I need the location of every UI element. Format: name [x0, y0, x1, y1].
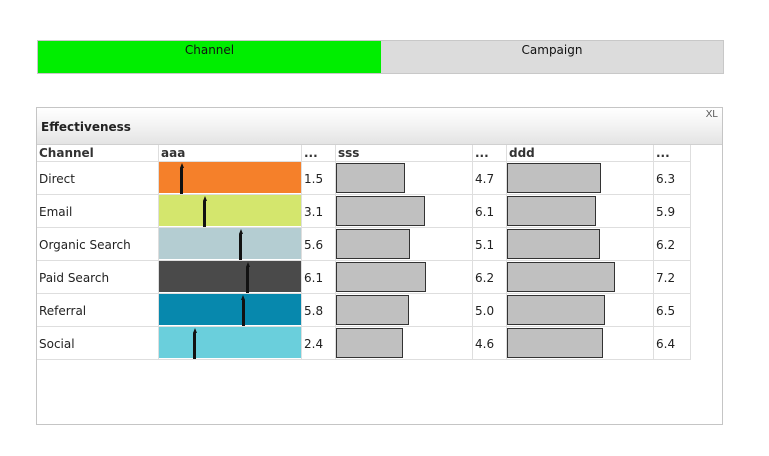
sss-bar [336, 262, 426, 292]
sss-bar-cell [336, 228, 473, 261]
needle-marker-icon [179, 163, 184, 194]
aaa-indicator-cell [159, 162, 302, 195]
ddd-value: 5.9 [654, 195, 691, 228]
ddd-value: 6.2 [654, 228, 691, 261]
ddd-bar-cell [507, 294, 654, 327]
tab-campaign[interactable]: Campaign [381, 41, 723, 73]
sss-bar-cell [336, 195, 473, 228]
needle-marker-icon [192, 328, 197, 359]
header-ddd[interactable]: ddd [507, 145, 654, 162]
sss-bar [336, 196, 425, 226]
channel-name[interactable]: Direct [37, 162, 159, 195]
sss-bar-cell [336, 294, 473, 327]
channel-color-swatch [159, 195, 301, 227]
channel-color-swatch [159, 261, 301, 293]
tab-bar: Channel Campaign [37, 40, 724, 74]
aaa-value: 5.8 [302, 294, 336, 327]
aaa-value: 3.1 [302, 195, 336, 228]
channel-color-swatch [159, 294, 301, 326]
aaa-indicator-cell [159, 228, 302, 261]
header-sss[interactable]: sss [336, 145, 473, 162]
sss-value: 6.2 [473, 261, 507, 294]
channel-color-swatch [159, 162, 301, 194]
ddd-bar [507, 229, 600, 259]
channel-color-swatch [159, 228, 301, 260]
aaa-indicator-cell [159, 195, 302, 228]
ddd-bar-cell [507, 261, 654, 294]
aaa-value: 2.4 [302, 327, 336, 360]
channel-color-swatch [159, 327, 301, 359]
aaa-value: 1.5 [302, 162, 336, 195]
sss-bar [336, 229, 410, 259]
aaa-indicator-cell [159, 327, 302, 360]
sss-bar [336, 328, 403, 358]
channel-name[interactable]: Paid Search [37, 261, 159, 294]
panel-header: Effectiveness XL [37, 108, 722, 145]
header-sss-value[interactable]: ... [473, 145, 507, 162]
ddd-bar [507, 328, 603, 358]
needle-marker-icon [241, 295, 246, 326]
ddd-bar-cell [507, 162, 654, 195]
sss-bar-cell [336, 327, 473, 360]
effectiveness-panel: Effectiveness XL Channel aaa ... sss ...… [36, 107, 723, 425]
tab-campaign-label: Campaign [521, 43, 583, 57]
aaa-value: 6.1 [302, 261, 336, 294]
aaa-indicator-cell [159, 294, 302, 327]
ddd-bar-cell [507, 195, 654, 228]
channel-name[interactable]: Social [37, 327, 159, 360]
ddd-bar [507, 295, 605, 325]
header-channel[interactable]: Channel [37, 145, 159, 162]
header-aaa[interactable]: aaa [159, 145, 302, 162]
sss-bar [336, 163, 405, 193]
export-xl-button[interactable]: XL [705, 109, 718, 120]
needle-marker-icon [202, 196, 207, 227]
sss-value: 5.0 [473, 294, 507, 327]
channel-name[interactable]: Organic Search [37, 228, 159, 261]
ddd-bar [507, 262, 615, 292]
ddd-value: 6.3 [654, 162, 691, 195]
needle-marker-icon [245, 262, 250, 293]
sss-bar-cell [336, 261, 473, 294]
sss-bar-cell [336, 162, 473, 195]
header-aaa-value[interactable]: ... [302, 145, 336, 162]
aaa-indicator-cell [159, 261, 302, 294]
ddd-value: 6.5 [654, 294, 691, 327]
ddd-value: 6.4 [654, 327, 691, 360]
ddd-bar [507, 196, 596, 226]
ddd-bar-cell [507, 228, 654, 261]
ddd-bar-cell [507, 327, 654, 360]
tab-channel-label: Channel [184, 43, 235, 57]
sss-value: 5.1 [473, 228, 507, 261]
sss-value: 6.1 [473, 195, 507, 228]
channel-name[interactable]: Email [37, 195, 159, 228]
sss-bar [336, 295, 409, 325]
aaa-value: 5.6 [302, 228, 336, 261]
ddd-bar [507, 163, 601, 193]
needle-marker-icon [238, 229, 243, 260]
tab-channel[interactable]: Channel [38, 41, 381, 73]
ddd-value: 7.2 [654, 261, 691, 294]
panel-title: Effectiveness [41, 120, 131, 134]
sss-value: 4.7 [473, 162, 507, 195]
channel-name[interactable]: Referral [37, 294, 159, 327]
sss-value: 4.6 [473, 327, 507, 360]
header-ddd-value[interactable]: ... [654, 145, 691, 162]
